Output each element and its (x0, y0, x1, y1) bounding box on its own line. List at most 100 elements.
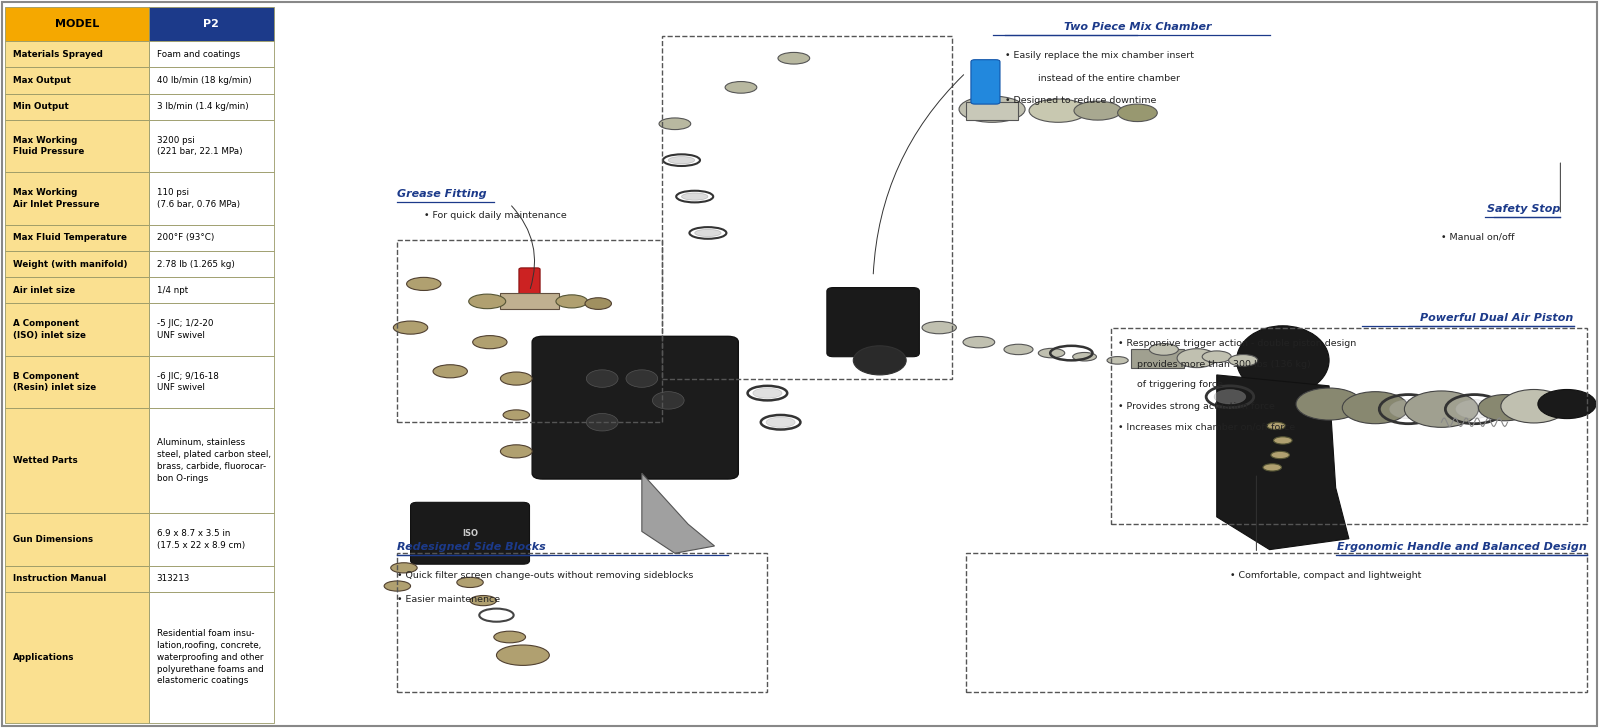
Ellipse shape (1405, 391, 1478, 427)
Text: Powerful Dual Air Piston: Powerful Dual Air Piston (1421, 313, 1573, 323)
Text: MODEL: MODEL (54, 19, 99, 29)
Text: • Responsive trigger action - double piston design: • Responsive trigger action - double pis… (1118, 339, 1355, 347)
Text: • Quick filter screen change-outs without removing sideblocks: • Quick filter screen change-outs withou… (397, 571, 694, 580)
Text: 3 lb/min (1.4 kg/min): 3 lb/min (1.4 kg/min) (157, 102, 248, 111)
Text: Weight (with manifold): Weight (with manifold) (13, 259, 128, 269)
Text: • Manual on/off: • Manual on/off (1442, 233, 1515, 242)
FancyBboxPatch shape (827, 288, 920, 357)
Ellipse shape (1107, 357, 1128, 364)
Ellipse shape (694, 229, 722, 237)
Text: Gun Dimensions: Gun Dimensions (13, 535, 93, 544)
Ellipse shape (958, 96, 1026, 122)
Ellipse shape (394, 321, 427, 334)
Text: • Easier maintenence: • Easier maintenence (397, 595, 501, 604)
Text: Wetted Parts: Wetted Parts (13, 456, 78, 465)
Bar (5, 173, 149, 225)
Bar (149, 94, 274, 120)
Bar (5, 68, 149, 94)
Text: Aluminum, stainless
steel, plated carbon steel,
brass, carbide, fluorocar-
bon O: Aluminum, stainless steel, plated carbon… (157, 438, 270, 483)
Ellipse shape (1029, 99, 1088, 122)
Bar (149, 120, 274, 173)
Bar (5, 592, 149, 723)
Ellipse shape (472, 336, 507, 349)
Text: ISO: ISO (462, 529, 478, 538)
Circle shape (586, 370, 618, 387)
Text: Instruction Manual: Instruction Manual (13, 574, 106, 583)
Text: 1/4 npt: 1/4 npt (157, 285, 187, 295)
Bar (501, 293, 558, 309)
Text: A Component
(ISO) inlet size: A Component (ISO) inlet size (13, 319, 86, 340)
Bar (149, 356, 274, 408)
Ellipse shape (496, 645, 549, 665)
Ellipse shape (1237, 325, 1330, 395)
Text: 2.78 lb (1.265 kg): 2.78 lb (1.265 kg) (157, 259, 235, 269)
Bar (149, 304, 274, 356)
Bar (5, 120, 149, 173)
Bar (149, 41, 274, 68)
Ellipse shape (1072, 352, 1096, 361)
Text: 200°F (93°C): 200°F (93°C) (157, 233, 214, 242)
Text: • Designed to reduce downtime: • Designed to reduce downtime (1005, 96, 1157, 105)
Text: Ergonomic Handle and Balanced Design: Ergonomic Handle and Balanced Design (1338, 542, 1587, 553)
Text: -6 JIC; 9/16-18
UNF swivel: -6 JIC; 9/16-18 UNF swivel (157, 371, 219, 392)
Text: Min Output: Min Output (13, 102, 69, 111)
Circle shape (586, 414, 618, 431)
Bar (5, 251, 149, 277)
Bar (5, 41, 149, 68)
Ellipse shape (1038, 348, 1064, 357)
Circle shape (853, 346, 906, 375)
Ellipse shape (1270, 451, 1290, 459)
Text: P2: P2 (203, 19, 219, 29)
Text: • Easily replace the mix chamber insert: • Easily replace the mix chamber insert (1005, 51, 1194, 60)
Ellipse shape (1274, 437, 1293, 444)
Text: provides more than 300 lbs (136 kg): provides more than 300 lbs (136 kg) (1138, 360, 1310, 369)
Bar (5, 356, 149, 408)
Ellipse shape (725, 82, 757, 93)
FancyBboxPatch shape (971, 60, 1000, 104)
Ellipse shape (1501, 389, 1566, 423)
Bar (149, 277, 274, 304)
Ellipse shape (390, 563, 418, 573)
Text: • Increases mix chamber on/off force: • Increases mix chamber on/off force (1118, 422, 1294, 431)
Text: • Comfortable, compact and lightweight: • Comfortable, compact and lightweight (1230, 571, 1421, 580)
Ellipse shape (502, 410, 530, 420)
Ellipse shape (501, 445, 533, 458)
Ellipse shape (586, 298, 611, 309)
Text: Residential foam insu-
lation,roofing, concrete,
waterproofing and other
polyure: Residential foam insu- lation,roofing, c… (157, 629, 264, 686)
Text: Air inlet size: Air inlet size (13, 285, 75, 295)
Circle shape (626, 370, 658, 387)
Ellipse shape (682, 193, 707, 200)
Text: Materials Sprayed: Materials Sprayed (13, 50, 102, 59)
Text: Max Fluid Temperature: Max Fluid Temperature (13, 233, 126, 242)
Text: Max Working
Air Inlet Pressure: Max Working Air Inlet Pressure (13, 188, 99, 209)
Text: Max Output: Max Output (13, 76, 70, 85)
Ellipse shape (470, 596, 496, 606)
Ellipse shape (1149, 344, 1179, 355)
Ellipse shape (1456, 400, 1493, 419)
Text: Two Piece Mix Chamber: Two Piece Mix Chamber (1064, 22, 1211, 32)
FancyBboxPatch shape (518, 268, 541, 298)
Text: Grease Fitting: Grease Fitting (397, 189, 486, 199)
Bar (966, 102, 1019, 120)
Bar (5, 304, 149, 356)
Bar (149, 566, 274, 592)
Bar (149, 592, 274, 723)
Ellipse shape (659, 118, 691, 130)
Bar (149, 68, 274, 94)
PathPatch shape (642, 473, 715, 553)
Bar (5, 408, 149, 513)
Text: instead of the entire chamber: instead of the entire chamber (1038, 74, 1181, 83)
Text: of triggering force: of triggering force (1138, 380, 1224, 389)
Text: • Provides strong actuation force: • Provides strong actuation force (1118, 402, 1275, 411)
FancyBboxPatch shape (411, 502, 530, 564)
Text: 313213: 313213 (157, 574, 190, 583)
Ellipse shape (922, 322, 957, 333)
Bar (5, 513, 149, 566)
Bar (149, 173, 274, 225)
Ellipse shape (1214, 389, 1246, 404)
Bar (149, 251, 274, 277)
Ellipse shape (669, 157, 694, 164)
Bar (5, 277, 149, 304)
Ellipse shape (1267, 422, 1285, 430)
Ellipse shape (963, 336, 995, 348)
